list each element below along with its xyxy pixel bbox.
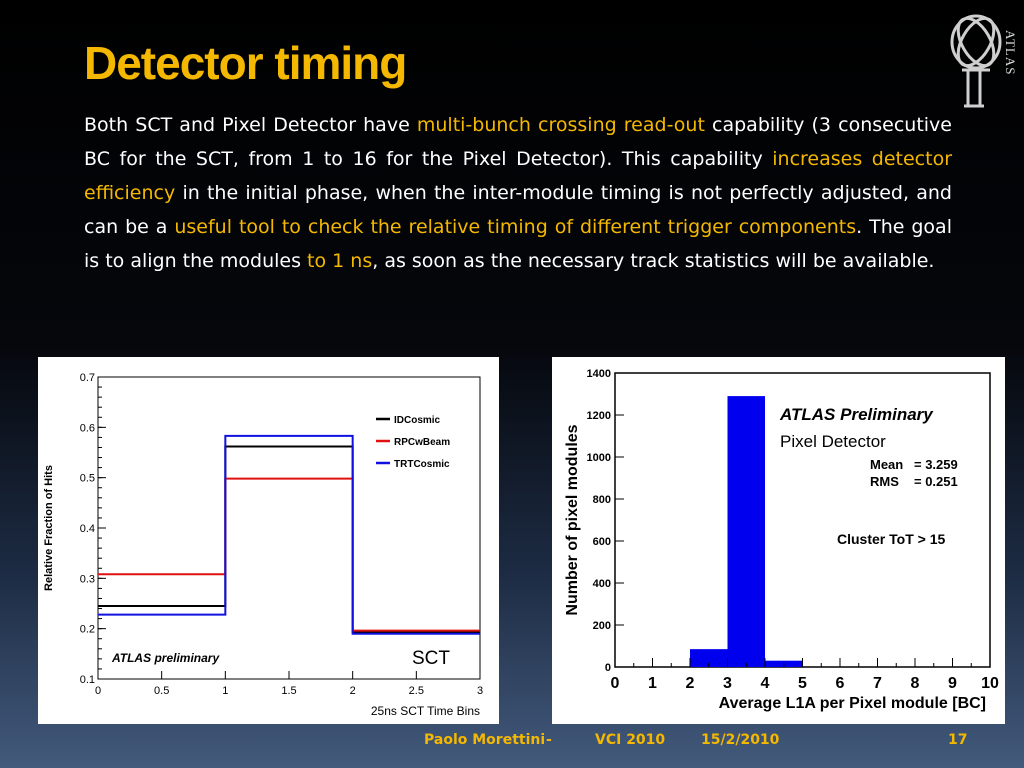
y-tick-label: 0.6 <box>80 422 95 434</box>
paragraph-text: . The goal is to align the modules <box>84 216 952 272</box>
pixel-timing-chart: 0 1 2 3 4 5 6 7 8 9 10 0 200 400 600 800 1000 1200 1400 Num… <box>564 368 999 712</box>
x-tick-label: 2.5 <box>409 685 424 697</box>
y-tick-label: 0.3 <box>80 573 95 585</box>
y-tick-label: 600 <box>593 536 611 548</box>
y-tick-label: 0.1 <box>80 674 95 686</box>
paragraph-text: , as soon as the necessary track statist… <box>372 250 935 272</box>
x-axis-title: 25ns SCT Time Bins <box>371 704 480 718</box>
series-TRTCosmic-line <box>98 434 480 635</box>
footer-event: VCI 2010 <box>595 732 666 748</box>
footer-date: 15/2/2010 <box>701 732 780 748</box>
y-tick-label: 0.7 <box>80 372 95 384</box>
y-tick-label: 0.5 <box>80 473 95 485</box>
y-tick-label: 0 <box>605 662 611 674</box>
rms-value: = 0.251 <box>914 474 958 489</box>
pixel-timing-chart-panel: 0 1 2 3 4 5 6 7 8 9 10 0 200 400 600 800 1000 1200 1400 Num… <box>552 357 1005 724</box>
x-tick-label: 0 <box>611 675 620 692</box>
sct-label: SCT <box>412 648 450 669</box>
paragraph-text: in the initial phase, when the inter-mod… <box>84 182 952 238</box>
x-tick-label: 3 <box>723 675 732 692</box>
highlighted-phrase: to 1 ns <box>307 250 373 272</box>
x-tick-label: 0.5 <box>154 685 169 697</box>
atlas-logo-icon <box>950 14 1002 108</box>
x-tick-label: 8 <box>911 675 920 692</box>
atlas-preliminary-label: ATLAS Preliminary <box>779 405 934 424</box>
x-tick-label: 4 <box>761 675 770 692</box>
sct-timing-chart: 0 0.5 1 1.5 2 2.5 3 0.1 0.2 0.3 0.4 0.5 0.6 0.7 IDCosm… <box>43 372 483 718</box>
slide-title: Detector timing <box>84 37 407 89</box>
x-tick-label: 6 <box>836 675 845 692</box>
y-tick-label: 0.4 <box>80 523 95 535</box>
series-RPCwBeam-line <box>98 477 480 632</box>
mean-label: Mean <box>870 457 903 472</box>
rms-label: RMS <box>870 474 899 489</box>
mean-value: = 3.259 <box>914 457 958 472</box>
histogram-bar <box>727 396 765 667</box>
x-tick-label: 9 <box>948 675 957 692</box>
histogram-bar <box>690 649 728 667</box>
y-tick-label: 400 <box>593 578 611 590</box>
y-tick-label: 800 <box>593 494 611 506</box>
series-IDCosmic-line <box>98 445 480 634</box>
cluster-tot-cut-label: Cluster ToT > 15 <box>837 531 945 547</box>
footer-author: Paolo Morettini <box>424 732 546 748</box>
y-tick-label: 1400 <box>587 368 611 380</box>
pixel-detector-label: Pixel Detector <box>780 432 886 451</box>
highlighted-phrase: multi-bunch crossing read-out <box>416 114 705 136</box>
y-axis-title: Number of pixel modules <box>564 424 581 615</box>
x-tick-label: 0 <box>95 685 101 697</box>
body-paragraph: Both SCT and Pixel Detector have multi-b… <box>84 108 952 278</box>
legend-entry: IDCosmic <box>394 415 441 426</box>
x-axis-title: Average L1A per Pixel module [BC] <box>719 695 986 712</box>
x-tick-label: 7 <box>873 675 882 692</box>
legend-entry: RPCwBeam <box>394 437 450 448</box>
y-tick-label: 200 <box>593 620 611 632</box>
sct-timing-chart-panel: 0 0.5 1 1.5 2 2.5 3 0.1 0.2 0.3 0.4 0.5 0.6 0.7 IDCosm… <box>38 357 499 724</box>
y-tick-label: 1200 <box>587 410 611 422</box>
x-tick-label: 1 <box>222 685 228 697</box>
highlighted-phrase: useful tool to check the relative timing… <box>174 216 857 238</box>
x-tick-label: 1.5 <box>281 685 296 697</box>
y-axis-title: Relative Fraction of Hits <box>43 465 55 591</box>
legend-entry: TRTCosmic <box>394 459 450 470</box>
atlas-preliminary-label: ATLAS preliminary <box>111 651 220 665</box>
y-tick-label: 0.2 <box>80 624 95 636</box>
x-tick-label: 1 <box>648 675 657 692</box>
x-tick-label: 10 <box>981 675 999 692</box>
logo-text: ATLAS <box>1003 30 1018 76</box>
paragraph-text: Both SCT and Pixel Detector have <box>84 114 417 136</box>
footer-page-number: 17 <box>948 732 968 748</box>
x-tick-label: 2 <box>686 675 695 692</box>
y-tick-label: 1000 <box>587 452 611 464</box>
footer-separator: - <box>546 732 552 748</box>
paragraph-text: capability (3 consecutive BC for the SCT… <box>84 114 952 170</box>
x-tick-label: 3 <box>477 685 483 697</box>
highlighted-phrase: increases detector efficiency <box>84 148 953 204</box>
x-tick-label: 2 <box>350 685 356 697</box>
x-tick-label: 5 <box>798 675 807 692</box>
